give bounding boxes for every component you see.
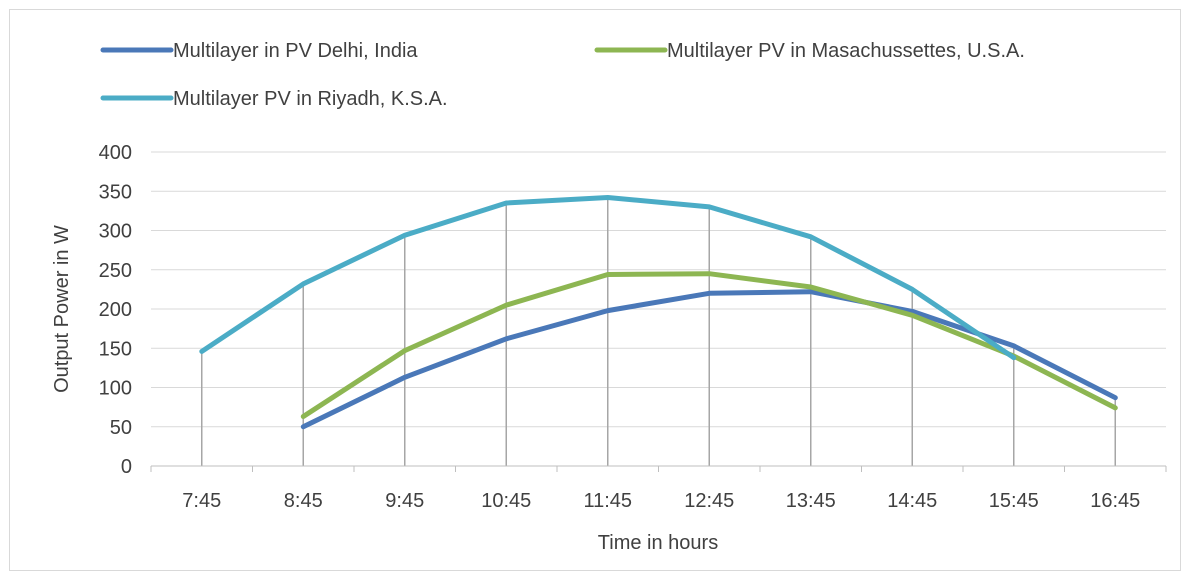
legend-label-1: Multilayer PV in Masachussettes, U.S.A. <box>667 40 1025 62</box>
x-tick-label-9-45: 9:45 <box>385 490 424 512</box>
x-tick-label-14-45: 14:45 <box>887 490 937 512</box>
x-tick-label-13-45: 13:45 <box>786 490 836 512</box>
legend-label-2: Multilayer PV in Riyadh, K.S.A. <box>173 88 448 110</box>
x-axis-title: Time in hours <box>598 532 718 554</box>
y-tick-label-400: 400 <box>99 142 132 164</box>
y-tick-label-200: 200 <box>99 299 132 321</box>
x-tick-label-16-45: 16:45 <box>1090 490 1140 512</box>
gridlines <box>151 151 1166 428</box>
x-tick-label-15-45: 15:45 <box>989 490 1039 512</box>
axes <box>150 465 1167 472</box>
y-tick-label-100: 100 <box>99 378 132 400</box>
x-tick-label-11-45: 11:45 <box>583 490 632 512</box>
series-line-2 <box>199 195 1017 361</box>
y-tick-label-50: 50 <box>110 417 132 439</box>
series-line-1 <box>300 271 1118 419</box>
y-tick-label-350: 350 <box>99 181 132 203</box>
y-tick-label-0: 0 <box>121 456 132 478</box>
x-tick-label-8-45: 8:45 <box>284 490 323 512</box>
y-tick-label-300: 300 <box>99 221 132 243</box>
legend-label-0: Multilayer in PV Delhi, India <box>173 40 418 62</box>
series-lines <box>199 195 1118 430</box>
x-tick-label-12-45: 12:45 <box>684 490 734 512</box>
legend: Multilayer in PV Delhi, India Multilayer … <box>100 40 1025 110</box>
drop-lines <box>201 197 1116 466</box>
y-axis-title: Output Power in W <box>51 225 73 393</box>
y-tick-labels: 0 50 100 150 200 250 300 350 400 <box>99 142 132 478</box>
y-tick-label-250: 250 <box>99 260 132 282</box>
y-tick-label-150: 150 <box>99 338 132 360</box>
x-tick-label-10-45: 10:45 <box>481 490 531 512</box>
x-tick-labels: 7:45 8:45 9:45 10:45 11:45 12:45 13:45 14:45 15:… <box>182 490 1140 512</box>
x-tick-label-7-45: 7:45 <box>182 490 221 512</box>
chart-frame <box>9 9 1181 571</box>
